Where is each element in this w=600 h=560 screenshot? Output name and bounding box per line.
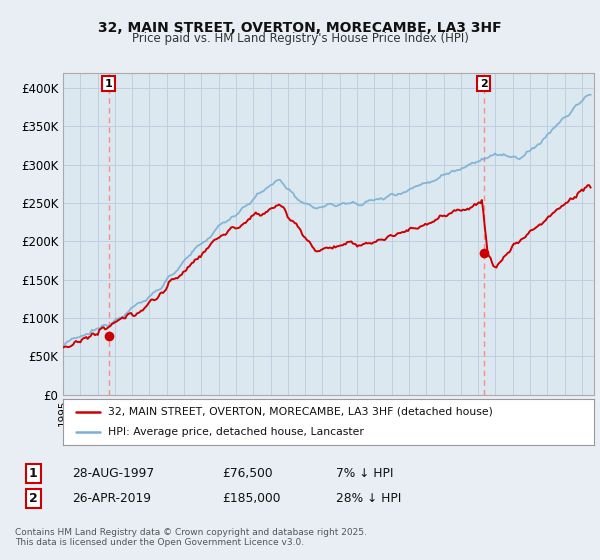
Text: 2: 2 <box>29 492 37 505</box>
Text: Contains HM Land Registry data © Crown copyright and database right 2025.: Contains HM Land Registry data © Crown c… <box>15 528 367 536</box>
Text: £185,000: £185,000 <box>222 492 281 505</box>
Text: £76,500: £76,500 <box>222 466 272 480</box>
Text: 28-AUG-1997: 28-AUG-1997 <box>72 466 154 480</box>
Text: 1: 1 <box>105 78 113 88</box>
Text: HPI: Average price, detached house, Lancaster: HPI: Average price, detached house, Lanc… <box>108 427 364 437</box>
Text: 2: 2 <box>480 78 488 88</box>
Text: Price paid vs. HM Land Registry's House Price Index (HPI): Price paid vs. HM Land Registry's House … <box>131 32 469 45</box>
Text: 1: 1 <box>29 466 37 480</box>
Text: This data is licensed under the Open Government Licence v3.0.: This data is licensed under the Open Gov… <box>15 538 304 547</box>
Text: 28% ↓ HPI: 28% ↓ HPI <box>336 492 401 505</box>
Text: 32, MAIN STREET, OVERTON, MORECAMBE, LA3 3HF (detached house): 32, MAIN STREET, OVERTON, MORECAMBE, LA3… <box>108 407 493 417</box>
Text: 26-APR-2019: 26-APR-2019 <box>72 492 151 505</box>
Text: 7% ↓ HPI: 7% ↓ HPI <box>336 466 394 480</box>
Text: 32, MAIN STREET, OVERTON, MORECAMBE, LA3 3HF: 32, MAIN STREET, OVERTON, MORECAMBE, LA3… <box>98 21 502 35</box>
